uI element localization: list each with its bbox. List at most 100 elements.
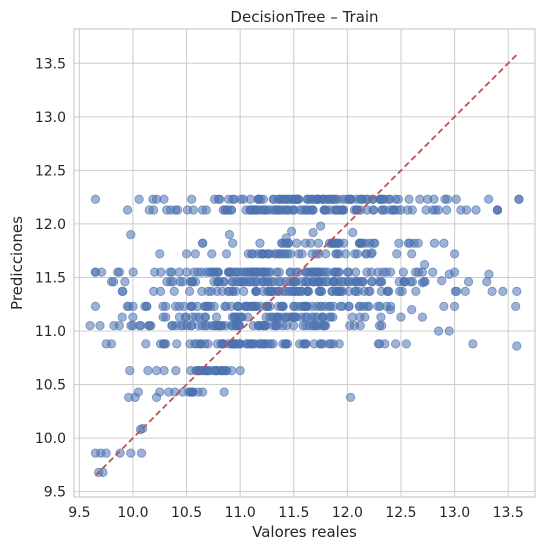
data-point	[190, 249, 200, 259]
data-point	[170, 387, 180, 397]
data-point	[266, 277, 276, 287]
data-point	[174, 301, 184, 311]
data-point	[174, 312, 185, 322]
data-point	[228, 238, 238, 248]
data-point	[449, 249, 460, 259]
data-point	[419, 260, 430, 270]
data-point	[345, 392, 356, 402]
data-point	[172, 339, 182, 349]
data-point	[124, 392, 134, 402]
data-point	[314, 267, 324, 277]
data-point	[259, 321, 269, 331]
data-point	[452, 286, 462, 296]
data-point	[209, 301, 219, 311]
data-point	[512, 286, 522, 296]
data-point	[297, 277, 307, 287]
data-point	[95, 321, 105, 331]
data-point	[468, 339, 478, 349]
data-point	[281, 233, 291, 243]
data-point	[239, 286, 249, 296]
data-point	[315, 277, 325, 287]
data-point	[350, 249, 360, 259]
data-point	[335, 301, 345, 311]
data-point	[212, 277, 223, 287]
y-tick-label: 11.5	[35, 270, 66, 286]
data-point	[331, 267, 341, 277]
data-point	[98, 467, 108, 477]
data-point	[235, 366, 245, 376]
data-point	[253, 267, 264, 277]
data-point	[442, 205, 452, 215]
data-point	[456, 205, 466, 215]
data-point	[142, 301, 152, 311]
y-tick-labels: 9.5 10.0 10.5 11.0 11.5 12.0 12.5 13.0 13.5	[35, 56, 66, 500]
data-point	[234, 321, 244, 331]
data-point	[135, 321, 145, 331]
data-point	[148, 194, 158, 204]
data-point	[120, 277, 130, 287]
data-point	[161, 301, 171, 311]
data-point	[362, 267, 372, 277]
data-point	[392, 249, 402, 259]
data-point	[357, 277, 367, 287]
data-point	[187, 194, 197, 204]
data-point	[313, 238, 324, 248]
data-point	[302, 312, 312, 322]
data-point	[227, 366, 237, 376]
data-point	[223, 194, 234, 204]
data-point	[113, 267, 123, 277]
data-point	[394, 286, 405, 296]
data-point	[175, 277, 185, 287]
data-point	[134, 194, 144, 204]
data-point	[150, 267, 160, 277]
data-point	[207, 249, 217, 259]
data-point	[325, 301, 335, 311]
data-point	[274, 249, 284, 259]
data-point	[184, 286, 195, 296]
data-point	[230, 339, 240, 349]
x-tick-label: 13.5	[493, 505, 524, 521]
data-point	[377, 321, 387, 331]
data-point	[292, 238, 302, 248]
data-point	[218, 205, 228, 215]
data-point	[511, 301, 521, 311]
data-point	[367, 277, 377, 287]
data-point	[312, 301, 322, 311]
data-point	[265, 267, 275, 277]
data-point	[433, 326, 444, 336]
data-point	[227, 312, 238, 322]
data-point	[460, 286, 470, 296]
x-tick-label: 11.0	[225, 505, 256, 521]
data-point	[188, 277, 198, 287]
data-point	[273, 205, 283, 215]
data-point	[297, 249, 307, 259]
data-point	[290, 194, 300, 204]
data-point	[421, 205, 431, 215]
data-point	[316, 339, 326, 349]
data-point	[206, 286, 216, 296]
data-point	[287, 226, 297, 237]
data-point	[256, 339, 267, 349]
data-point	[171, 366, 181, 376]
data-point	[482, 277, 492, 287]
data-point	[191, 312, 201, 322]
data-point	[255, 238, 265, 248]
data-point	[159, 194, 169, 204]
plot-frame	[73, 28, 536, 498]
x-tick-labels: 9.5 10.0 10.5 11.0 11.5 12.0 12.5 13.0 13.5	[68, 505, 524, 521]
data-point	[280, 339, 290, 349]
data-point	[161, 312, 171, 322]
data-point	[151, 392, 162, 402]
data-point	[385, 205, 395, 215]
data-point	[241, 205, 251, 215]
data-point	[411, 286, 421, 296]
data-point	[422, 194, 433, 204]
y-tick-label: 10.0	[35, 431, 66, 447]
data-point	[344, 267, 354, 277]
data-point	[300, 238, 311, 248]
data-point	[409, 238, 419, 248]
data-point	[396, 312, 406, 322]
data-point	[362, 205, 372, 215]
data-point	[333, 205, 343, 215]
